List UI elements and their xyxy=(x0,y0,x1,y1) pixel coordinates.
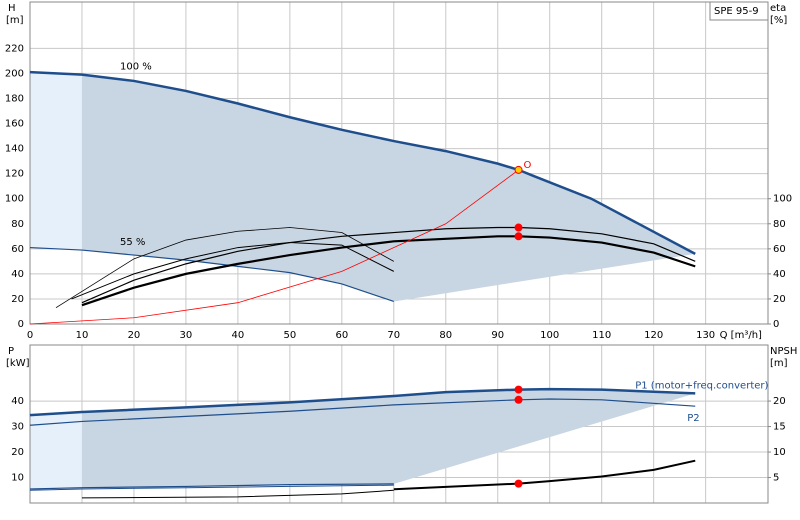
plot-frame xyxy=(29,1,769,325)
y-tick-label: 40 xyxy=(11,396,24,407)
operating-point xyxy=(514,223,523,232)
y-axis-unit: [m] xyxy=(6,15,24,26)
operating-range xyxy=(81,74,696,302)
y-tick-label: 80 xyxy=(11,219,24,230)
curve xyxy=(29,169,519,325)
x-tick-label: 20 xyxy=(128,330,141,341)
x-tick-label: 40 xyxy=(232,330,245,341)
x-tick-label: 100 xyxy=(540,330,559,341)
curve xyxy=(29,484,394,491)
curve xyxy=(81,235,696,307)
y-axis-title: H xyxy=(8,3,16,14)
x-tick-label: 50 xyxy=(283,330,296,341)
y2-axis-unit: [%] xyxy=(770,15,787,26)
x-tick-label: 110 xyxy=(592,330,611,341)
curve xyxy=(29,246,394,303)
y-axis-unit: [kW] xyxy=(6,358,30,369)
y2-tick-label: 15 xyxy=(773,422,786,433)
y2-tick-label: 100 xyxy=(773,194,792,205)
y-tick-label: 220 xyxy=(5,43,24,54)
operating-point xyxy=(514,395,523,404)
operating-point xyxy=(514,479,523,488)
curve xyxy=(71,242,395,300)
operating-range-light xyxy=(30,412,82,489)
y2-axis-title: eta xyxy=(770,3,786,14)
y-tick-label: 60 xyxy=(11,244,24,255)
y-tick-label: 30 xyxy=(11,422,24,433)
y-tick-label: 0 xyxy=(18,319,24,330)
curve xyxy=(29,398,696,426)
operating-point xyxy=(514,385,523,394)
y-tick-label: 180 xyxy=(5,93,24,104)
x-tick-label: 60 xyxy=(335,330,348,341)
y-tick-label: 120 xyxy=(5,169,24,180)
curve-label: 55 % xyxy=(120,237,145,248)
y-tick-label: 20 xyxy=(11,447,24,458)
y2-tick-label: 80 xyxy=(773,219,786,230)
y2-tick-label: 0 xyxy=(773,319,779,330)
y-tick-label: 140 xyxy=(5,144,24,155)
y2-tick-label: 20 xyxy=(773,294,786,305)
y-tick-label: 10 xyxy=(11,473,24,484)
y2-tick-label: 60 xyxy=(773,244,786,255)
x-tick-label: 10 xyxy=(76,330,89,341)
y-tick-label: 100 xyxy=(5,194,24,205)
x-tick-label: 80 xyxy=(439,330,452,341)
y2-tick-label: 5 xyxy=(773,473,779,484)
y2-axis-unit: [m] xyxy=(770,358,788,369)
y2-tick-label: 20 xyxy=(773,396,786,407)
y-tick-label: 20 xyxy=(11,294,24,305)
curve xyxy=(393,459,696,491)
operating-point xyxy=(514,232,523,241)
y-axis-title: P xyxy=(8,346,14,357)
title-box xyxy=(709,1,769,21)
operating-range-light xyxy=(30,72,82,251)
curve-label: 100 % xyxy=(120,62,152,73)
x-axis-title: Q [m³/h] xyxy=(720,330,762,341)
chart-title: SPE 95-9 xyxy=(714,6,759,17)
curve xyxy=(29,387,696,417)
x-tick-label: 120 xyxy=(644,330,663,341)
x-tick-label: 30 xyxy=(180,330,193,341)
curve xyxy=(29,483,394,490)
point-label: O xyxy=(524,160,532,171)
y-tick-label: 160 xyxy=(5,119,24,130)
y2-axis-title: NPSH xyxy=(770,346,797,357)
curve xyxy=(81,489,394,499)
x-tick-label: 130 xyxy=(696,330,715,341)
y2-tick-label: 10 xyxy=(773,447,786,458)
plot-frame xyxy=(29,344,769,504)
curve xyxy=(81,226,696,304)
curve-label: P1 (motor+freq.converter) xyxy=(635,380,768,391)
x-tick-label: 70 xyxy=(387,330,400,341)
x-tick-label: 90 xyxy=(491,330,504,341)
curve-label: P2 xyxy=(687,413,699,424)
curve xyxy=(55,227,394,309)
curve xyxy=(29,70,696,255)
y2-tick-label: 40 xyxy=(773,269,786,280)
y-tick-label: 40 xyxy=(11,269,24,280)
y-tick-label: 200 xyxy=(5,68,24,79)
x-tick-label: 0 xyxy=(27,330,33,341)
operating-point xyxy=(514,165,523,174)
